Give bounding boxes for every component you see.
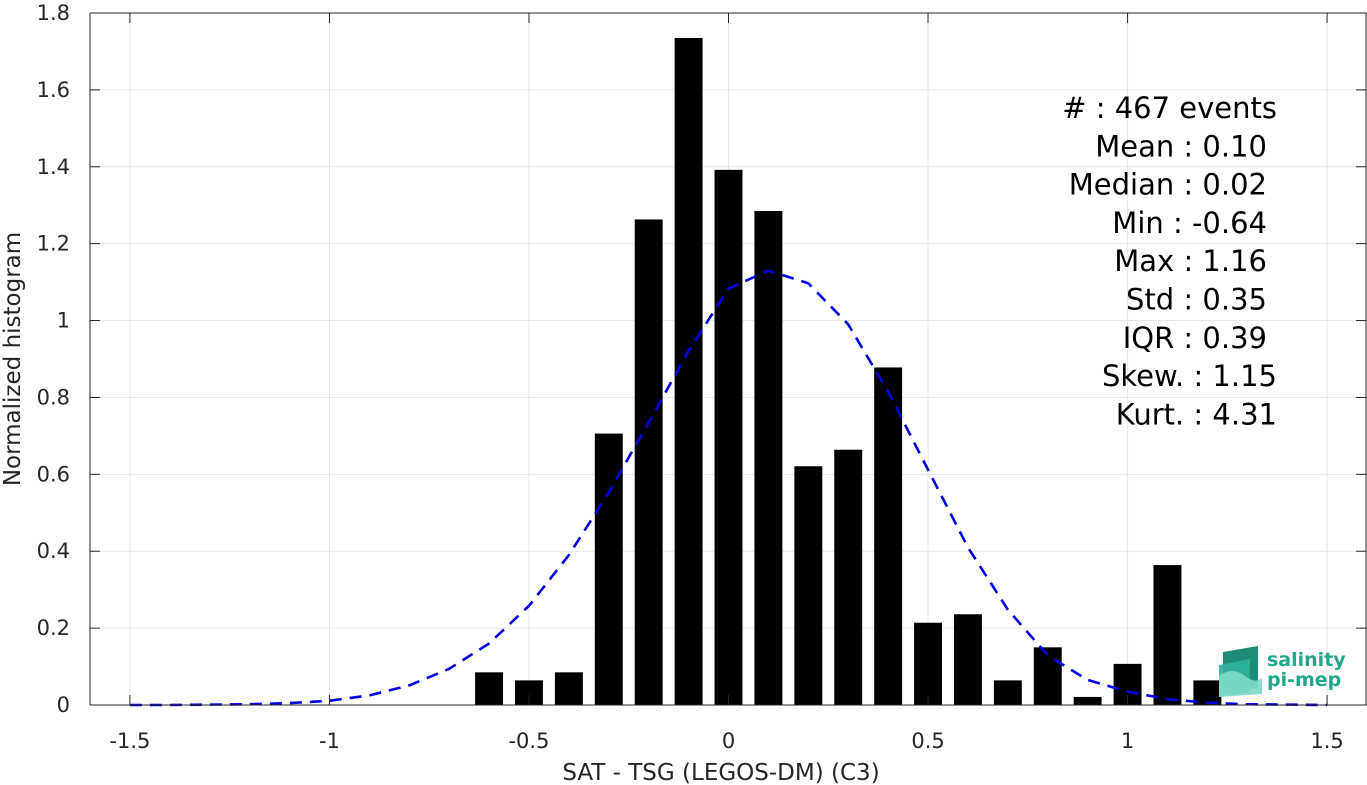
- y-tick-label: 0.2: [37, 616, 70, 640]
- bar-9: [834, 449, 863, 705]
- stats-line: Std : 0.35: [1126, 283, 1267, 317]
- stats-line: Max : 1.16: [1114, 244, 1267, 278]
- histogram-bars: [475, 37, 1222, 706]
- gaussian-fit-line: [129, 269, 1328, 707]
- fit-curve-layer: [129, 269, 1328, 707]
- stats-line: Skew. : 1.15: [1102, 359, 1277, 393]
- y-tick-label: 1.6: [37, 78, 70, 102]
- bar-10: [874, 367, 903, 705]
- stats-box: # : 467 events Mean : 0.10 Median : 0.02 Mi…: [1062, 91, 1277, 431]
- y-tick-label: 0.4: [37, 539, 70, 563]
- bar-13: [993, 680, 1022, 705]
- x-tick-label: -1.5: [109, 729, 150, 753]
- stats-line: Kurt. : 4.31: [1116, 397, 1277, 431]
- salinity-pi-mep-logo: salinity pi-mep: [1219, 646, 1346, 697]
- y-axis-label: Normalized histogram: [0, 232, 26, 486]
- bar-18: [1193, 680, 1222, 705]
- bar-8: [794, 466, 823, 705]
- x-tick-label: -1: [319, 729, 340, 753]
- y-tick-label: 1: [57, 309, 70, 333]
- logo-text-line1: salinity: [1267, 649, 1346, 671]
- y-tick-label: 0.6: [37, 462, 70, 486]
- bar-2: [554, 672, 583, 705]
- logo-text-line2: pi-mep: [1267, 669, 1341, 691]
- bar-7: [754, 210, 783, 705]
- bar-6: [714, 169, 743, 705]
- bar-3: [594, 433, 623, 705]
- x-tick-label: 0.5: [911, 729, 944, 753]
- bar-17: [1153, 565, 1182, 705]
- bar-11: [914, 622, 942, 705]
- y-tick-label: 1.8: [37, 1, 70, 25]
- stats-line: Min : -0.64: [1112, 206, 1267, 240]
- bar-5: [674, 37, 703, 705]
- x-tick-label: 0: [722, 729, 735, 753]
- x-tick-label: -0.5: [508, 729, 549, 753]
- stats-line: Mean : 0.10: [1095, 129, 1267, 163]
- x-tick-labels: -1.5 -1 -0.5 0 0.5 1 1.5: [109, 729, 1343, 753]
- x-tick-label: 1: [1121, 729, 1134, 753]
- y-tick-labels: 0 0.2 0.4 0.6 0.8 1 1.2 1.4 1.6 1.8: [37, 1, 70, 717]
- y-tick-label: 0.8: [37, 385, 70, 409]
- stats-line: # : 467 events: [1062, 91, 1277, 125]
- y-tick-label: 1.4: [37, 155, 70, 179]
- bar-15: [1073, 696, 1102, 705]
- bar-0: [475, 672, 504, 705]
- bar-12: [953, 614, 982, 705]
- axes-frame: [89, 12, 1367, 706]
- logo-mark-icon: [1219, 646, 1262, 697]
- x-axis-label: SAT - TSG (LEGOS-DM) (C3): [562, 760, 879, 785]
- x-tick-label: 1.5: [1310, 729, 1343, 753]
- bar-4: [634, 219, 663, 706]
- y-tick-label: 0: [57, 693, 70, 717]
- stats-line: IQR : 0.39: [1123, 321, 1267, 355]
- bar-14: [1033, 647, 1062, 705]
- stats-line: Median : 0.02: [1069, 168, 1267, 202]
- y-tick-label: 1.2: [37, 232, 70, 256]
